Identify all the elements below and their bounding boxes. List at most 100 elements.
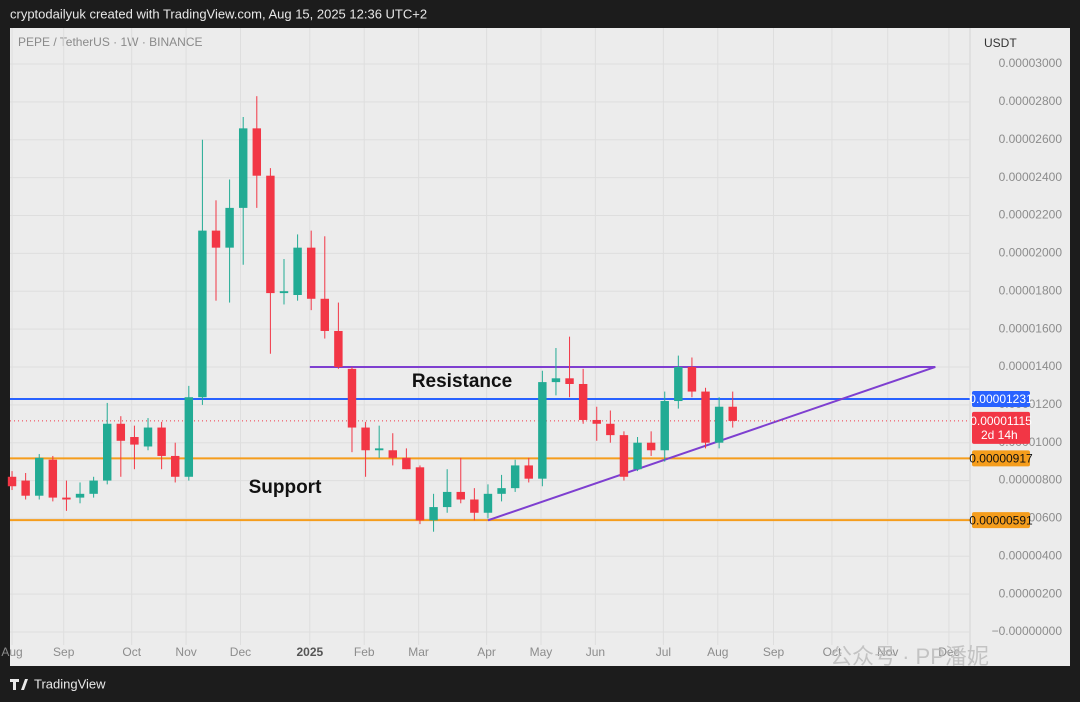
y-tick-label: 0.00001400 bbox=[999, 359, 1063, 373]
candle-body bbox=[497, 488, 506, 494]
x-tick-label: Sep bbox=[53, 645, 75, 659]
candle-body bbox=[388, 450, 397, 458]
candle-body bbox=[483, 493, 493, 513]
y-tick-label: −0.00000000 bbox=[992, 624, 1063, 638]
candle-body bbox=[89, 480, 98, 494]
candle-body bbox=[728, 406, 737, 421]
candle-body bbox=[633, 442, 642, 470]
candle-body bbox=[374, 448, 384, 451]
candle-body bbox=[103, 423, 112, 481]
candle-body bbox=[35, 457, 44, 496]
y-tick-label: 0.00000200 bbox=[999, 586, 1063, 600]
candle-body bbox=[660, 401, 669, 451]
candle-body bbox=[456, 491, 465, 500]
y-tick-label: 0.00003000 bbox=[999, 56, 1063, 70]
y-tick-label: 0.00000800 bbox=[999, 473, 1063, 487]
candle-body bbox=[293, 247, 302, 295]
x-tick-label: Aug bbox=[1, 645, 22, 659]
chart-panel bbox=[10, 28, 1070, 666]
x-tick-label: Nov bbox=[877, 645, 898, 659]
price-tag bbox=[972, 411, 1030, 444]
candle-body bbox=[524, 465, 533, 479]
x-tick-label: Aug bbox=[707, 645, 728, 659]
x-tick-label: Sep bbox=[763, 645, 785, 659]
level-label: 0.00000591 bbox=[969, 513, 1033, 527]
candle-body bbox=[510, 465, 520, 489]
candle-body bbox=[578, 383, 588, 420]
candle-body bbox=[184, 397, 194, 477]
x-tick-label: 2025 bbox=[296, 645, 323, 659]
candle-body bbox=[701, 391, 710, 443]
candle-body bbox=[238, 128, 248, 208]
candle-body bbox=[606, 423, 615, 436]
watermark: 公众号 · PP潘妮 bbox=[830, 644, 989, 669]
trend-line bbox=[487, 366, 936, 522]
x-tick-label: Dec bbox=[230, 645, 251, 659]
candle-body bbox=[565, 378, 574, 384]
candle-body bbox=[7, 476, 17, 487]
x-tick-label: Jun bbox=[586, 645, 605, 659]
credit: cryptodailyuk created with TradingView.c… bbox=[10, 6, 427, 21]
candle-body bbox=[687, 366, 697, 392]
candle-body bbox=[415, 467, 425, 521]
candle-body bbox=[252, 128, 262, 176]
candle-body bbox=[538, 382, 547, 479]
countdown: 2d 14h bbox=[981, 428, 1018, 442]
candle-body bbox=[48, 459, 58, 498]
x-tick-label: Apr bbox=[477, 645, 496, 659]
candle-body bbox=[334, 330, 343, 367]
y-tick-label: 0.00002800 bbox=[999, 94, 1063, 108]
y-tick-label: 0.00001600 bbox=[999, 321, 1063, 335]
brand-logo bbox=[10, 679, 28, 690]
level-tag bbox=[972, 450, 1030, 467]
y-tick-label: 0.00002200 bbox=[999, 208, 1063, 222]
candle-body bbox=[225, 207, 234, 248]
y-tick-label: 0.00002400 bbox=[999, 170, 1063, 184]
x-tick-label: Dec bbox=[938, 645, 959, 659]
candle-body bbox=[211, 230, 221, 248]
x-tick-label: Mar bbox=[408, 645, 429, 659]
candle-body bbox=[619, 435, 629, 477]
x-tick-label: May bbox=[530, 645, 553, 659]
currency: USDT bbox=[984, 36, 1017, 50]
candle-body bbox=[75, 493, 85, 498]
x-tick-label: Nov bbox=[175, 645, 196, 659]
candle-body bbox=[198, 230, 207, 398]
level-label: 0.00001231 bbox=[969, 392, 1033, 406]
y-tick-label: 0.00002000 bbox=[999, 246, 1063, 260]
candle-body bbox=[646, 442, 656, 451]
candle-body bbox=[21, 480, 30, 496]
candle-body bbox=[143, 427, 153, 447]
y-tick-label: 0.00002600 bbox=[999, 132, 1063, 146]
annotation: Support bbox=[249, 477, 322, 498]
annotation: Resistance bbox=[412, 371, 512, 392]
level-tag bbox=[972, 390, 1030, 407]
price-label: 0.00001115 bbox=[970, 414, 1032, 428]
x-tick-label: Feb bbox=[354, 645, 375, 659]
candle-body bbox=[116, 423, 126, 441]
y-tick-label: 0.00000400 bbox=[999, 548, 1063, 562]
candle-body bbox=[347, 368, 357, 428]
candle-body bbox=[157, 427, 166, 456]
candle-body bbox=[266, 175, 275, 294]
y-tick-label: 0.00001800 bbox=[999, 283, 1063, 297]
level-label: 0.00000917 bbox=[969, 452, 1033, 466]
candle-body bbox=[551, 378, 561, 383]
candle-body bbox=[429, 507, 438, 521]
candle-body bbox=[130, 437, 139, 445]
candle-body bbox=[442, 491, 452, 508]
chart-title: PEPE / TetherUS · 1W · BINANCE bbox=[18, 35, 203, 49]
candle-body bbox=[306, 247, 316, 299]
candle-body bbox=[361, 427, 370, 451]
candle-body bbox=[402, 457, 411, 470]
x-tick-label: Oct bbox=[823, 645, 842, 659]
candle-body bbox=[674, 366, 683, 402]
x-tick-label: Oct bbox=[122, 645, 141, 659]
brand: TradingView bbox=[34, 676, 106, 691]
candle-body bbox=[62, 497, 71, 500]
x-tick-label: Jul bbox=[656, 645, 671, 659]
level-tag bbox=[972, 512, 1030, 529]
candle-body bbox=[470, 499, 479, 513]
candle-body bbox=[714, 406, 724, 443]
